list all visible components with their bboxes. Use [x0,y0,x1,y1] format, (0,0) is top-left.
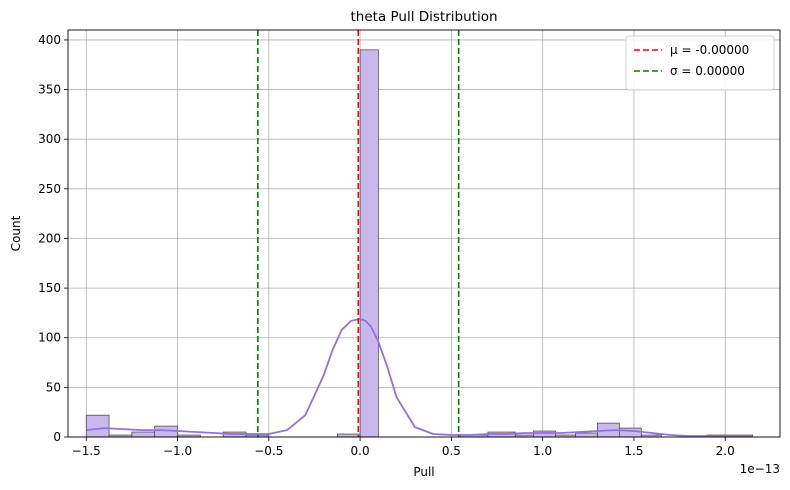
x-tick-label: 0.0 [351,444,370,458]
histogram-bar [85,414,110,438]
x-tick-label: 0.5 [442,444,461,458]
legend: μ = -0.00000 σ = 0.00000 [625,35,775,91]
y-tick-label: 200 [38,231,61,245]
y-tick-label: 100 [38,331,61,345]
x-axis-ticks: −1.5 −1.0 −0.5 0.0 0.5 1.0 1.5 2.0 [72,437,735,458]
reference-lines [257,30,460,437]
x-axis-offset-text: 1e−13 [740,462,780,476]
y-tick-label: 250 [38,182,61,196]
y-tick-label: 400 [38,33,61,47]
legend-box [625,35,775,91]
x-tick-label: 1.5 [624,444,643,458]
x-tick-label: −0.5 [254,444,283,458]
x-tick-label: 2.0 [716,444,735,458]
y-axis-label: Count [9,215,23,251]
y-tick-label: 300 [38,132,61,146]
legend-label: σ = 0.00000 [670,64,745,78]
kde-curve [86,317,753,437]
y-tick-label: 350 [38,83,61,97]
legend-label: μ = -0.00000 [670,43,749,57]
x-axis-label: Pull [413,465,434,479]
y-tick-label: 0 [53,430,61,444]
histogram-bar [618,427,642,438]
x-tick-label: −1.5 [72,444,101,458]
x-tick-label: −1.0 [163,444,192,458]
histogram-bar [575,432,598,438]
x-tick-label: 1.0 [533,444,552,458]
histogram-bar [533,430,556,438]
y-tick-label: 50 [46,380,61,394]
y-axis-ticks: 0 50 100 150 200 250 300 350 400 [38,33,68,444]
grid [68,30,780,438]
histogram-bars [85,49,753,438]
histogram-bar [131,431,156,438]
plot-frame [67,29,781,438]
histogram-bar [359,49,379,438]
y-tick-label: 150 [38,281,61,295]
chart-title: theta Pull Distribution [350,9,497,25]
